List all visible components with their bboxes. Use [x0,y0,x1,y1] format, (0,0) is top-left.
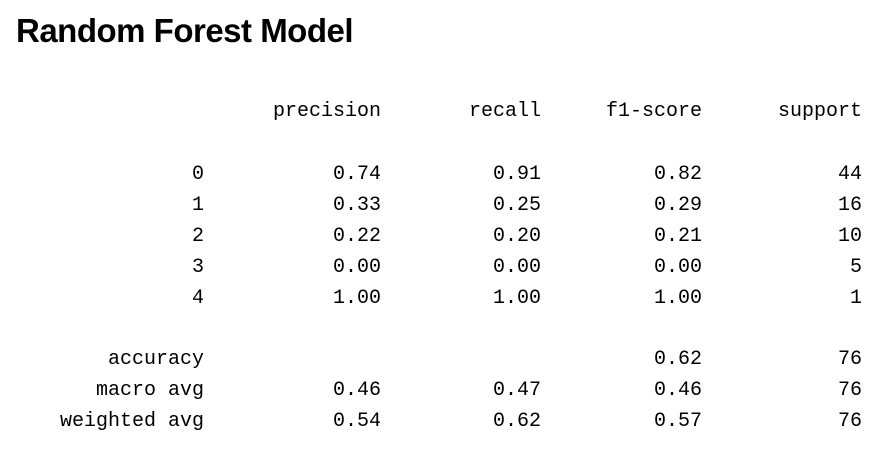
recall-value: 0.20 [492,225,541,248]
precision-value: 0.74 [332,163,381,186]
weighted-avg-support: 76 [837,410,862,433]
f1-value: 0.29 [653,194,702,217]
f1-value: 0.21 [653,225,702,248]
row-label: 2 [191,225,204,248]
row-label: 0 [191,163,204,186]
weighted-avg-label: weighted avg [59,410,204,433]
accuracy-value: 0.62 [653,348,702,371]
weighted-avg-recall: 0.62 [492,410,541,433]
support-value: 16 [837,194,862,217]
header-precision: precision [272,100,381,123]
row-label: 4 [191,287,204,310]
macro-avg-recall: 0.47 [492,379,541,402]
weighted-avg-f1: 0.57 [653,410,702,433]
recall-value: 0.00 [492,256,541,279]
header-f1-score: f1-score [605,100,702,123]
support-value: 10 [837,225,862,248]
recall-value: 1.00 [492,287,541,310]
weighted-avg-precision: 0.54 [332,410,381,433]
macro-avg-support: 76 [837,379,862,402]
support-value: 44 [837,163,862,186]
precision-value: 1.00 [332,287,381,310]
support-value: 5 [849,256,862,279]
support-value: 1 [849,287,862,310]
precision-value: 0.33 [332,194,381,217]
header-support: support [777,100,862,123]
macro-avg-f1: 0.46 [653,379,702,402]
f1-value: 0.00 [653,256,702,279]
row-label: 1 [191,194,204,217]
precision-value: 0.22 [332,225,381,248]
f1-value: 0.82 [653,163,702,186]
row-label: 3 [191,256,204,279]
recall-value: 0.91 [492,163,541,186]
precision-value: 0.00 [332,256,381,279]
macro-avg-precision: 0.46 [332,379,381,402]
accuracy-support: 76 [837,348,862,371]
header-recall: recall [468,100,541,123]
accuracy-label: accuracy [107,348,204,371]
recall-value: 0.25 [492,194,541,217]
macro-avg-label: macro avg [95,379,204,402]
page-title: Random Forest Model [16,12,354,49]
f1-value: 1.00 [653,287,702,310]
